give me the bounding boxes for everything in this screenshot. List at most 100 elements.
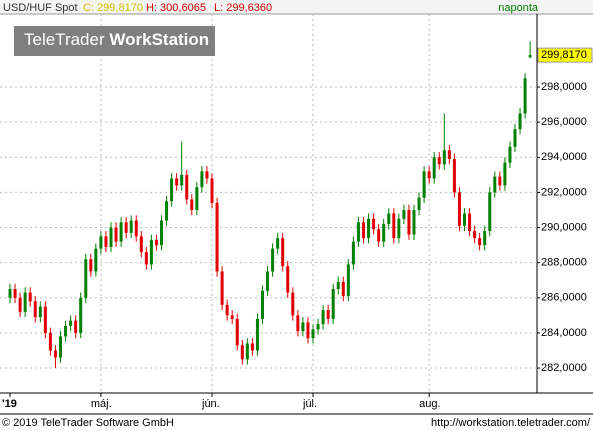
candle-body (109, 227, 113, 247)
candle-body (341, 282, 345, 297)
plot: 282,0000 284,0000 286,0000 288,0000 290,0000… (0, 14, 593, 410)
candle-body (528, 55, 532, 58)
candle-body (94, 248, 98, 272)
candle-body (457, 192, 461, 226)
last-price-tag (537, 47, 593, 63)
candle-body (372, 218, 376, 230)
copyright: © 2019 TeleTrader Software GmbH (2, 417, 174, 429)
x-tick-label: jún. (201, 398, 220, 410)
candle-body (311, 329, 315, 339)
logo-bold: WorkStation (109, 30, 209, 49)
candle-body (79, 297, 83, 333)
candle-body (513, 129, 517, 147)
candle-body (59, 336, 62, 358)
x-tick-label: júl. (302, 398, 317, 410)
candle-body (33, 301, 37, 318)
candle-body (165, 201, 169, 221)
candle-body (301, 322, 305, 332)
candle-body (447, 150, 451, 160)
candle-body (99, 236, 103, 249)
candle-body (190, 199, 194, 210)
candle-body (422, 171, 426, 198)
candle-body (210, 178, 214, 203)
logo: TeleTrader WorkStation (24, 30, 209, 49)
candle-body (473, 231, 477, 239)
candle-body (215, 202, 219, 272)
candle-body (306, 322, 310, 339)
candle-body (412, 209, 416, 235)
candle-body (518, 113, 522, 130)
x-tick-label: máj. (91, 398, 112, 410)
y-tick-label: 296,0000 (541, 116, 587, 128)
candle-body (119, 222, 123, 242)
candle-body (74, 320, 78, 333)
candle-body (442, 150, 446, 165)
candle-body (245, 343, 249, 360)
candle-body (225, 304, 229, 316)
candle-body (84, 259, 88, 298)
candle-body (13, 289, 17, 298)
candle-body (437, 157, 441, 165)
candle-body (129, 220, 133, 233)
y-tick-label: 288,0000 (541, 257, 587, 269)
candle-body (134, 220, 138, 237)
candle-body (175, 178, 179, 186)
candle-body (351, 241, 355, 265)
candle-body (387, 213, 391, 225)
candle-body (28, 292, 32, 302)
candle-body (483, 231, 487, 246)
close-text: C: 299,8170 (83, 2, 143, 14)
symbol: USD/HUF Spot (3, 2, 78, 14)
candle-body (503, 162, 507, 186)
y-tick-label: 298,0000 (541, 81, 587, 93)
logo-box (14, 26, 215, 56)
candle-body (240, 345, 244, 360)
candle-body (149, 239, 153, 265)
candle-body (452, 159, 456, 193)
header-bar (0, 0, 593, 14)
period: naponta (498, 2, 539, 14)
candle-body (508, 146, 512, 163)
x-tick-label: aug. (419, 398, 440, 410)
candle-body (235, 318, 239, 346)
y-tick-label: 282,0000 (541, 362, 587, 374)
candle-body (48, 332, 52, 351)
candle-body (286, 266, 290, 293)
candle-body (468, 213, 472, 232)
candle-body (64, 325, 68, 337)
candle-body (498, 176, 502, 186)
low-text: L: 299,6360 (214, 2, 272, 14)
candle-body (250, 343, 254, 351)
candle-body (296, 315, 300, 332)
candle-body (200, 171, 204, 188)
candle-body (382, 224, 386, 242)
candle-body (523, 78, 527, 114)
candle-body (362, 222, 365, 239)
y-tick-label: 284,0000 (541, 327, 587, 339)
candle-body (326, 310, 330, 319)
candle-body (367, 218, 371, 239)
y-tick-label: 294,0000 (541, 151, 587, 163)
candle-body (331, 289, 335, 319)
candle-body (397, 218, 401, 239)
candle-body (291, 292, 295, 316)
candle-body (402, 209, 406, 219)
candle-body (160, 220, 163, 246)
candle-body (276, 238, 280, 249)
candle-body (114, 227, 118, 242)
candle-body (23, 292, 27, 312)
y-tick-label: 290,0000 (541, 221, 587, 233)
candle-body (356, 222, 360, 242)
candle-body (124, 222, 128, 233)
candle-body (417, 197, 421, 210)
candle-body (316, 324, 320, 330)
candle-body (230, 315, 234, 319)
candle-body (336, 282, 340, 290)
candle-body (43, 306, 47, 333)
candle-body (69, 320, 73, 326)
candle-body (271, 248, 275, 272)
candle-body (255, 318, 259, 351)
candle-body (488, 192, 492, 232)
